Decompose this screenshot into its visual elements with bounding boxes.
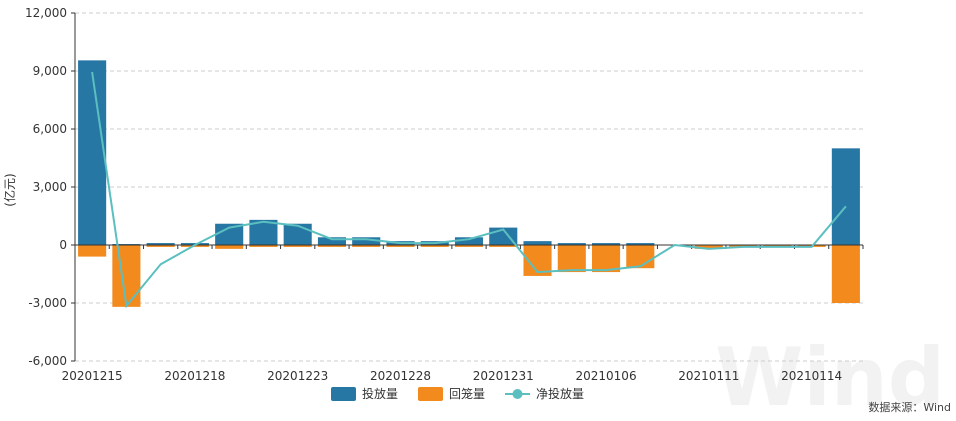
y-tick-label: 9,000 bbox=[33, 64, 67, 78]
legend-swatch-dot bbox=[512, 389, 523, 399]
bar bbox=[626, 245, 655, 269]
bar bbox=[146, 243, 175, 245]
x-tick-label: 20201228 bbox=[370, 369, 431, 383]
legend-label: 净投放量 bbox=[536, 386, 584, 401]
bar bbox=[386, 245, 415, 247]
legend: 投放量 回笼量 净投放量 bbox=[331, 386, 584, 401]
bar bbox=[78, 245, 107, 257]
y-axis-label: (亿元) bbox=[2, 173, 17, 206]
bar bbox=[420, 245, 449, 247]
y-tick-label: -3,000 bbox=[28, 296, 67, 310]
bars bbox=[78, 60, 860, 307]
legend-swatch bbox=[418, 387, 443, 401]
bar bbox=[626, 243, 655, 245]
bar bbox=[694, 245, 723, 249]
bar bbox=[454, 245, 484, 247]
source-note: 数据来源：Wind bbox=[868, 400, 951, 414]
bar bbox=[249, 245, 278, 247]
bar bbox=[831, 245, 860, 303]
bar bbox=[352, 237, 381, 245]
bar bbox=[283, 245, 312, 247]
y-tick-label: 12,000 bbox=[25, 6, 67, 20]
bar bbox=[317, 237, 347, 245]
x-tick-label: 20201218 bbox=[164, 369, 225, 383]
x-tick-label: 20210106 bbox=[576, 369, 637, 383]
bar bbox=[489, 245, 518, 247]
x-tick-label: 20210111 bbox=[678, 369, 739, 383]
legend-item: 投放量 bbox=[331, 386, 398, 401]
tick-labels: -6,000 -3,000 0 3,000 6,000 9,000 12,000 202012… bbox=[25, 6, 842, 383]
legend-swatch bbox=[331, 387, 356, 401]
axes bbox=[71, 12, 864, 362]
grid bbox=[75, 12, 863, 362]
bar bbox=[831, 148, 860, 245]
bar bbox=[112, 245, 141, 307]
x-tick-label: 20210114 bbox=[781, 369, 842, 383]
y-tick-label: 6,000 bbox=[33, 122, 67, 136]
watermark-logo: Wind bbox=[715, 331, 945, 417]
bar bbox=[557, 243, 586, 245]
bar bbox=[454, 237, 484, 245]
legend-label: 投放量 bbox=[362, 386, 398, 401]
bar bbox=[78, 60, 107, 245]
y-tick-label: 0 bbox=[59, 238, 67, 252]
net-line bbox=[91, 71, 847, 309]
bar bbox=[215, 245, 244, 249]
watermark: Wind bbox=[715, 331, 945, 421]
legend-item: 净投放量 bbox=[505, 386, 584, 401]
bar bbox=[146, 245, 175, 247]
x-tick-label: 20201223 bbox=[267, 369, 328, 383]
x-tick-label: 20201215 bbox=[62, 369, 123, 383]
x-tick-label: 20201231 bbox=[473, 369, 534, 383]
series-line bbox=[91, 71, 847, 309]
bar bbox=[317, 245, 347, 247]
bar bbox=[352, 245, 381, 247]
bar bbox=[215, 223, 244, 245]
bar bbox=[523, 241, 552, 245]
legend-item: 回笼量 bbox=[418, 386, 485, 401]
y-tick-label: 3,000 bbox=[33, 180, 67, 194]
y-tick-label: -6,000 bbox=[28, 354, 67, 368]
bar bbox=[557, 245, 586, 273]
bar bbox=[283, 223, 312, 245]
bar bbox=[591, 243, 621, 245]
bar bbox=[591, 245, 621, 273]
legend-label: 回笼量 bbox=[449, 386, 485, 401]
